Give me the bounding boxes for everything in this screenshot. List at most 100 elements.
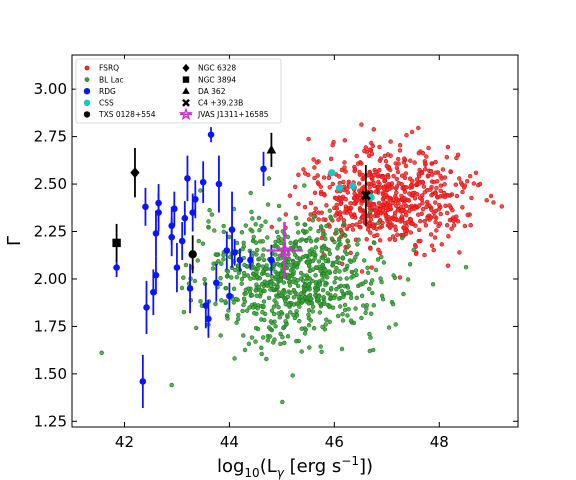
bllac-point	[234, 320, 239, 325]
special-marker	[266, 144, 277, 154]
bllac-point	[285, 234, 290, 240]
fsrq-point	[358, 208, 363, 213]
bllac-point	[194, 325, 199, 331]
x-label-units: [erg s	[284, 456, 341, 477]
fsrq-point	[469, 195, 474, 201]
fsrq-point	[420, 200, 425, 206]
fsrq-point	[342, 165, 347, 170]
fsrq-point	[388, 224, 394, 229]
fsrq-point	[343, 207, 349, 212]
rdg-point	[142, 187, 149, 226]
fsrq-point	[446, 234, 451, 239]
bllac-point	[365, 265, 370, 270]
bllac-point	[345, 313, 350, 318]
bllac-point	[257, 276, 263, 281]
legend-label: CSS	[99, 99, 114, 108]
fsrq-point	[372, 233, 377, 239]
bllac-point	[198, 299, 203, 304]
fsrq-point	[367, 185, 372, 190]
x-label-log: log	[217, 456, 244, 477]
rdg-marker	[205, 315, 212, 323]
bllac-point	[316, 259, 322, 264]
bllac-point	[210, 266, 216, 271]
legend-entry: CSS	[83, 99, 114, 108]
bllac-point	[351, 274, 356, 279]
bllac-point	[305, 275, 310, 280]
fsrq-point	[364, 237, 369, 242]
fsrq-point	[425, 173, 431, 178]
bllac-point	[327, 251, 332, 257]
bllac-point	[302, 331, 308, 336]
bllac-point	[339, 288, 344, 294]
fsrq-point	[368, 217, 374, 222]
fsrq-point	[451, 218, 456, 224]
bllac-point	[236, 316, 241, 322]
fsrq-point	[439, 176, 444, 181]
fsrq-point	[359, 161, 364, 166]
bllac-point	[299, 291, 304, 296]
fsrq-point	[429, 207, 434, 212]
bllac-point	[250, 229, 255, 234]
fsrq-point	[434, 228, 439, 233]
bllac-point	[308, 296, 313, 301]
bllac-point	[303, 327, 309, 332]
rdg-marker	[215, 180, 223, 188]
rdg-point	[226, 282, 233, 310]
fsrq-point	[360, 172, 365, 178]
fsrq-point	[373, 208, 378, 214]
x-label-sub-gamma: γ	[277, 466, 285, 480]
bllac-point	[257, 256, 262, 261]
fsrq-point	[386, 164, 391, 170]
bllac-point	[306, 308, 312, 313]
fsrq-point	[453, 182, 458, 187]
bllac-point	[206, 219, 211, 224]
bllac-point	[309, 247, 314, 252]
bllac-point	[261, 269, 266, 274]
bllac-point	[296, 283, 301, 289]
fsrq-point	[399, 208, 405, 213]
bllac-point	[213, 301, 218, 307]
y-tick-label: 1.75	[34, 317, 67, 335]
bllac-point	[226, 308, 231, 313]
bllac-point	[288, 290, 293, 295]
bllac-point	[330, 305, 336, 310]
fsrq-point	[445, 144, 451, 150]
fsrq-point	[402, 189, 408, 194]
bllac-point	[278, 331, 283, 337]
bllac-point	[231, 286, 237, 291]
rdg-marker	[192, 195, 199, 203]
bllac-point	[340, 318, 346, 323]
rdg-point	[184, 155, 191, 202]
special-source	[130, 148, 140, 198]
special-marker	[360, 190, 371, 201]
bllac-point	[348, 295, 354, 300]
fsrq-point	[439, 242, 444, 247]
bllac-point	[261, 247, 266, 252]
fsrq-point	[354, 222, 359, 227]
bllac-point	[306, 323, 312, 328]
bllac-point	[243, 223, 249, 228]
fsrq-point	[296, 201, 301, 207]
bllac-point	[344, 276, 349, 281]
fsrq-point	[391, 173, 396, 179]
bllac-point	[244, 308, 250, 313]
bllac-point	[304, 238, 309, 244]
bllac-point	[307, 235, 312, 241]
fsrq-point	[433, 220, 438, 225]
fsrq-point	[409, 129, 415, 135]
bllac-point	[279, 272, 284, 277]
legend-label: DA 362	[198, 87, 226, 96]
rdg-point	[152, 210, 160, 257]
legend-marker	[182, 98, 190, 107]
fsrq-point	[396, 161, 401, 166]
fsrq-point	[394, 176, 399, 182]
bllac-point	[323, 268, 328, 273]
fsrq-point	[412, 206, 417, 211]
rdg-marker	[207, 131, 215, 139]
rdg-marker	[155, 209, 162, 216]
fsrq-point	[359, 122, 364, 127]
bllac-point	[271, 311, 277, 317]
fsrq-point	[412, 196, 418, 201]
bllac-point	[281, 280, 287, 285]
bllac-point	[329, 236, 335, 241]
